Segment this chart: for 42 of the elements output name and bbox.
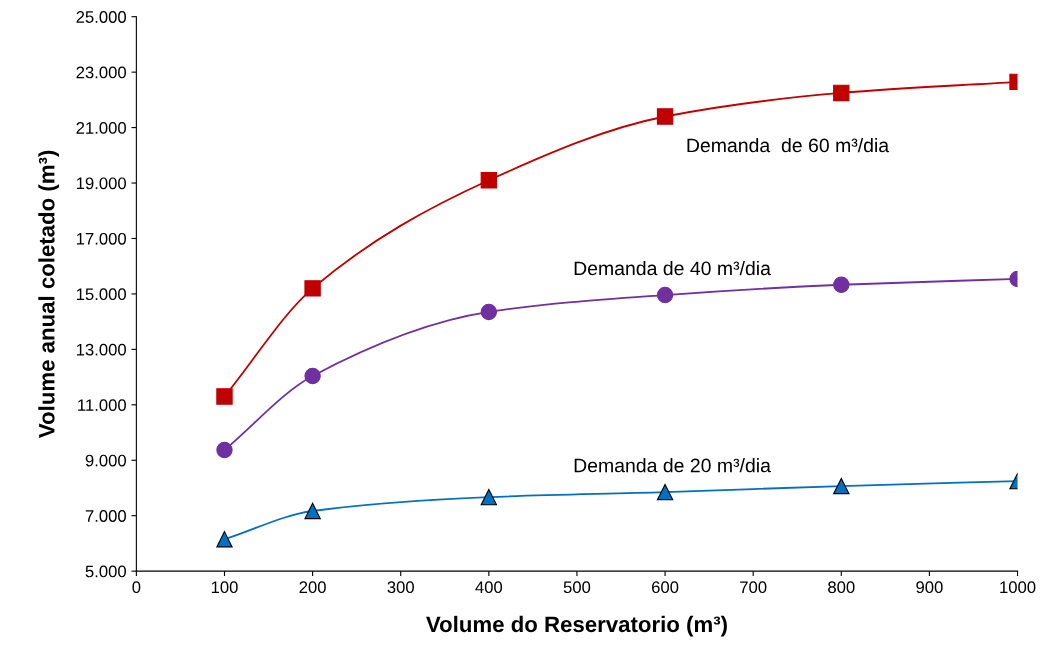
x-tick-label: 800 [828,581,855,594]
y-tick-label: 25.000 [76,11,126,23]
y-tick-label: 11.000 [78,399,126,412]
point [656,108,674,125]
x-tick-label: 700 [740,581,767,594]
x-tick-label: 200 [299,581,326,594]
y-tick-label: 23.000 [76,66,126,79]
x-tick-label: 100 [211,581,238,594]
point [304,502,321,520]
x-axis-title: Volume do Reservatorio (m³) [426,615,727,637]
x-tick-label: 500 [563,581,591,594]
point [480,172,498,189]
point [480,303,498,321]
x-tick-label: 400 [475,581,503,594]
x-tick-label: 600 [652,581,679,594]
x-tick-label: 1000 [1000,581,1036,594]
point [304,280,321,297]
point [480,488,498,506]
x-tick-label: 900 [916,581,943,594]
y-tick-label: 17.000 [76,232,126,245]
point [216,441,233,459]
y-tick-label: 5.000 [85,565,126,578]
point [304,367,321,385]
x-tick-label: 0 [132,581,141,594]
y-tick-label: 13.000 [76,343,126,356]
series-label: Demanda de 40 m³/dia [574,260,771,276]
y-axis-title: Volume anual coletado (m³) [38,150,60,439]
point [656,286,674,304]
series-label: Demanda de 20 m³/dia [574,458,771,473]
y-tick-label: 19.000 [76,177,126,190]
y-tick-label: 15.000 [76,288,126,301]
point [216,531,233,548]
x-tick-label: 300 [387,581,414,594]
point [833,477,850,495]
y-tick-label: 21.000 [76,121,126,134]
point [216,388,233,405]
point [833,84,850,102]
y-tick-label: 7.000 [85,510,126,522]
point [833,276,850,293]
series-label: Demanda de 60 m³/dia [687,137,890,153]
y-tick-label: 9.000 [85,454,126,467]
point [656,483,674,501]
